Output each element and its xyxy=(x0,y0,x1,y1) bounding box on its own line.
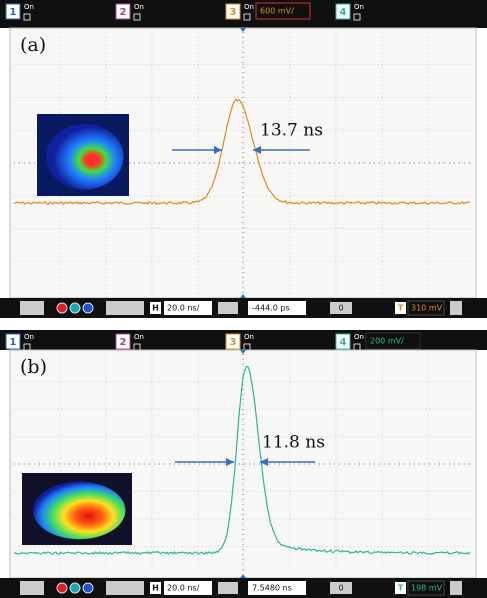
channel-checkbox xyxy=(133,13,141,21)
width-annotation: 13.7 ns xyxy=(260,121,323,141)
arrow-head xyxy=(214,146,222,154)
vertical-scale: 200 mV/ xyxy=(370,337,404,346)
trigger-marker xyxy=(240,350,246,354)
scale-box xyxy=(255,2,311,20)
control-button[interactable] xyxy=(330,582,352,594)
arrow-head xyxy=(260,458,268,466)
trigger-icon: T xyxy=(398,584,404,593)
label: (b) xyxy=(20,356,47,378)
trigger-level: 310 mV xyxy=(411,304,443,313)
width-annotation: 11.8 ns xyxy=(262,433,325,453)
color-button[interactable] xyxy=(56,582,68,594)
channel-state: On xyxy=(24,333,34,341)
trigger-icon: T xyxy=(398,304,404,313)
control-button[interactable] xyxy=(450,581,462,595)
waveform xyxy=(13,365,471,555)
timebase-icon: H xyxy=(152,584,159,593)
channel-checkbox xyxy=(353,13,361,21)
field[interactable] xyxy=(164,581,212,595)
color-button[interactable] xyxy=(82,302,94,314)
channel-box xyxy=(335,3,351,20)
channel-state: On xyxy=(134,333,144,341)
control-button[interactable] xyxy=(218,582,238,594)
trigger-level: 198 mV xyxy=(411,584,443,593)
field[interactable] xyxy=(248,581,306,595)
field[interactable] xyxy=(248,301,306,315)
channel-state: On xyxy=(354,333,364,341)
color-button[interactable] xyxy=(56,302,68,314)
channel-state: On xyxy=(24,3,34,11)
icon-box xyxy=(150,302,161,314)
channel-state: On xyxy=(244,3,254,11)
control-button[interactable] xyxy=(20,301,44,315)
field[interactable] xyxy=(407,580,445,596)
channel-number: 1 xyxy=(10,7,17,18)
channel-box xyxy=(225,3,241,20)
channel-checkbox xyxy=(23,13,31,21)
trigger-marker xyxy=(240,294,246,298)
channel-number: 4 xyxy=(340,337,347,348)
control-button[interactable] xyxy=(450,301,462,315)
channel-number: 4 xyxy=(340,7,347,18)
field[interactable] xyxy=(407,300,445,316)
channel-box xyxy=(335,333,351,350)
control-button[interactable] xyxy=(20,581,44,595)
label: (a) xyxy=(20,34,46,56)
trigger-marker xyxy=(240,28,246,32)
channel-box xyxy=(5,3,21,20)
timebase: 20.0 ns/ xyxy=(167,584,200,593)
arrow-head xyxy=(253,146,261,154)
channel-state: On xyxy=(134,3,144,11)
channel-checkbox xyxy=(243,13,251,21)
channel-number: 2 xyxy=(120,7,127,18)
arrow-head xyxy=(226,458,234,466)
vertical-scale: 600 mV/ xyxy=(260,7,294,16)
channel-box xyxy=(225,333,241,350)
channel-box xyxy=(115,333,131,350)
channel-state: On xyxy=(244,333,254,341)
icon-box xyxy=(395,302,406,314)
control-button[interactable] xyxy=(330,302,352,314)
index: 0 xyxy=(338,304,343,313)
timebase-icon: H xyxy=(152,304,159,313)
position: -444.0 ps xyxy=(252,304,290,313)
channel-number: 3 xyxy=(230,337,237,348)
waveform xyxy=(13,98,471,206)
scale-box xyxy=(365,332,421,350)
beam-image xyxy=(32,481,126,540)
index: 0 xyxy=(338,584,343,593)
channel-number: 1 xyxy=(10,337,17,348)
beam-image xyxy=(46,123,124,190)
control-button[interactable] xyxy=(106,581,144,595)
position: 7.5480 ns xyxy=(252,584,292,593)
channel-number: 2 xyxy=(120,337,127,348)
field[interactable] xyxy=(164,301,212,315)
channel-number: 3 xyxy=(230,7,237,18)
control-button[interactable] xyxy=(218,302,238,314)
channel-state: On xyxy=(354,3,364,11)
icon-box xyxy=(395,582,406,594)
control-button[interactable] xyxy=(106,301,144,315)
channel-bar xyxy=(0,0,487,28)
color-button[interactable] xyxy=(82,582,94,594)
timebase: 20.0 ns/ xyxy=(167,304,200,313)
color-button[interactable] xyxy=(69,302,81,314)
trigger-marker xyxy=(240,574,246,578)
icon-box xyxy=(150,582,161,594)
channel-box xyxy=(115,3,131,20)
channel-box xyxy=(5,333,21,350)
color-button[interactable] xyxy=(69,582,81,594)
